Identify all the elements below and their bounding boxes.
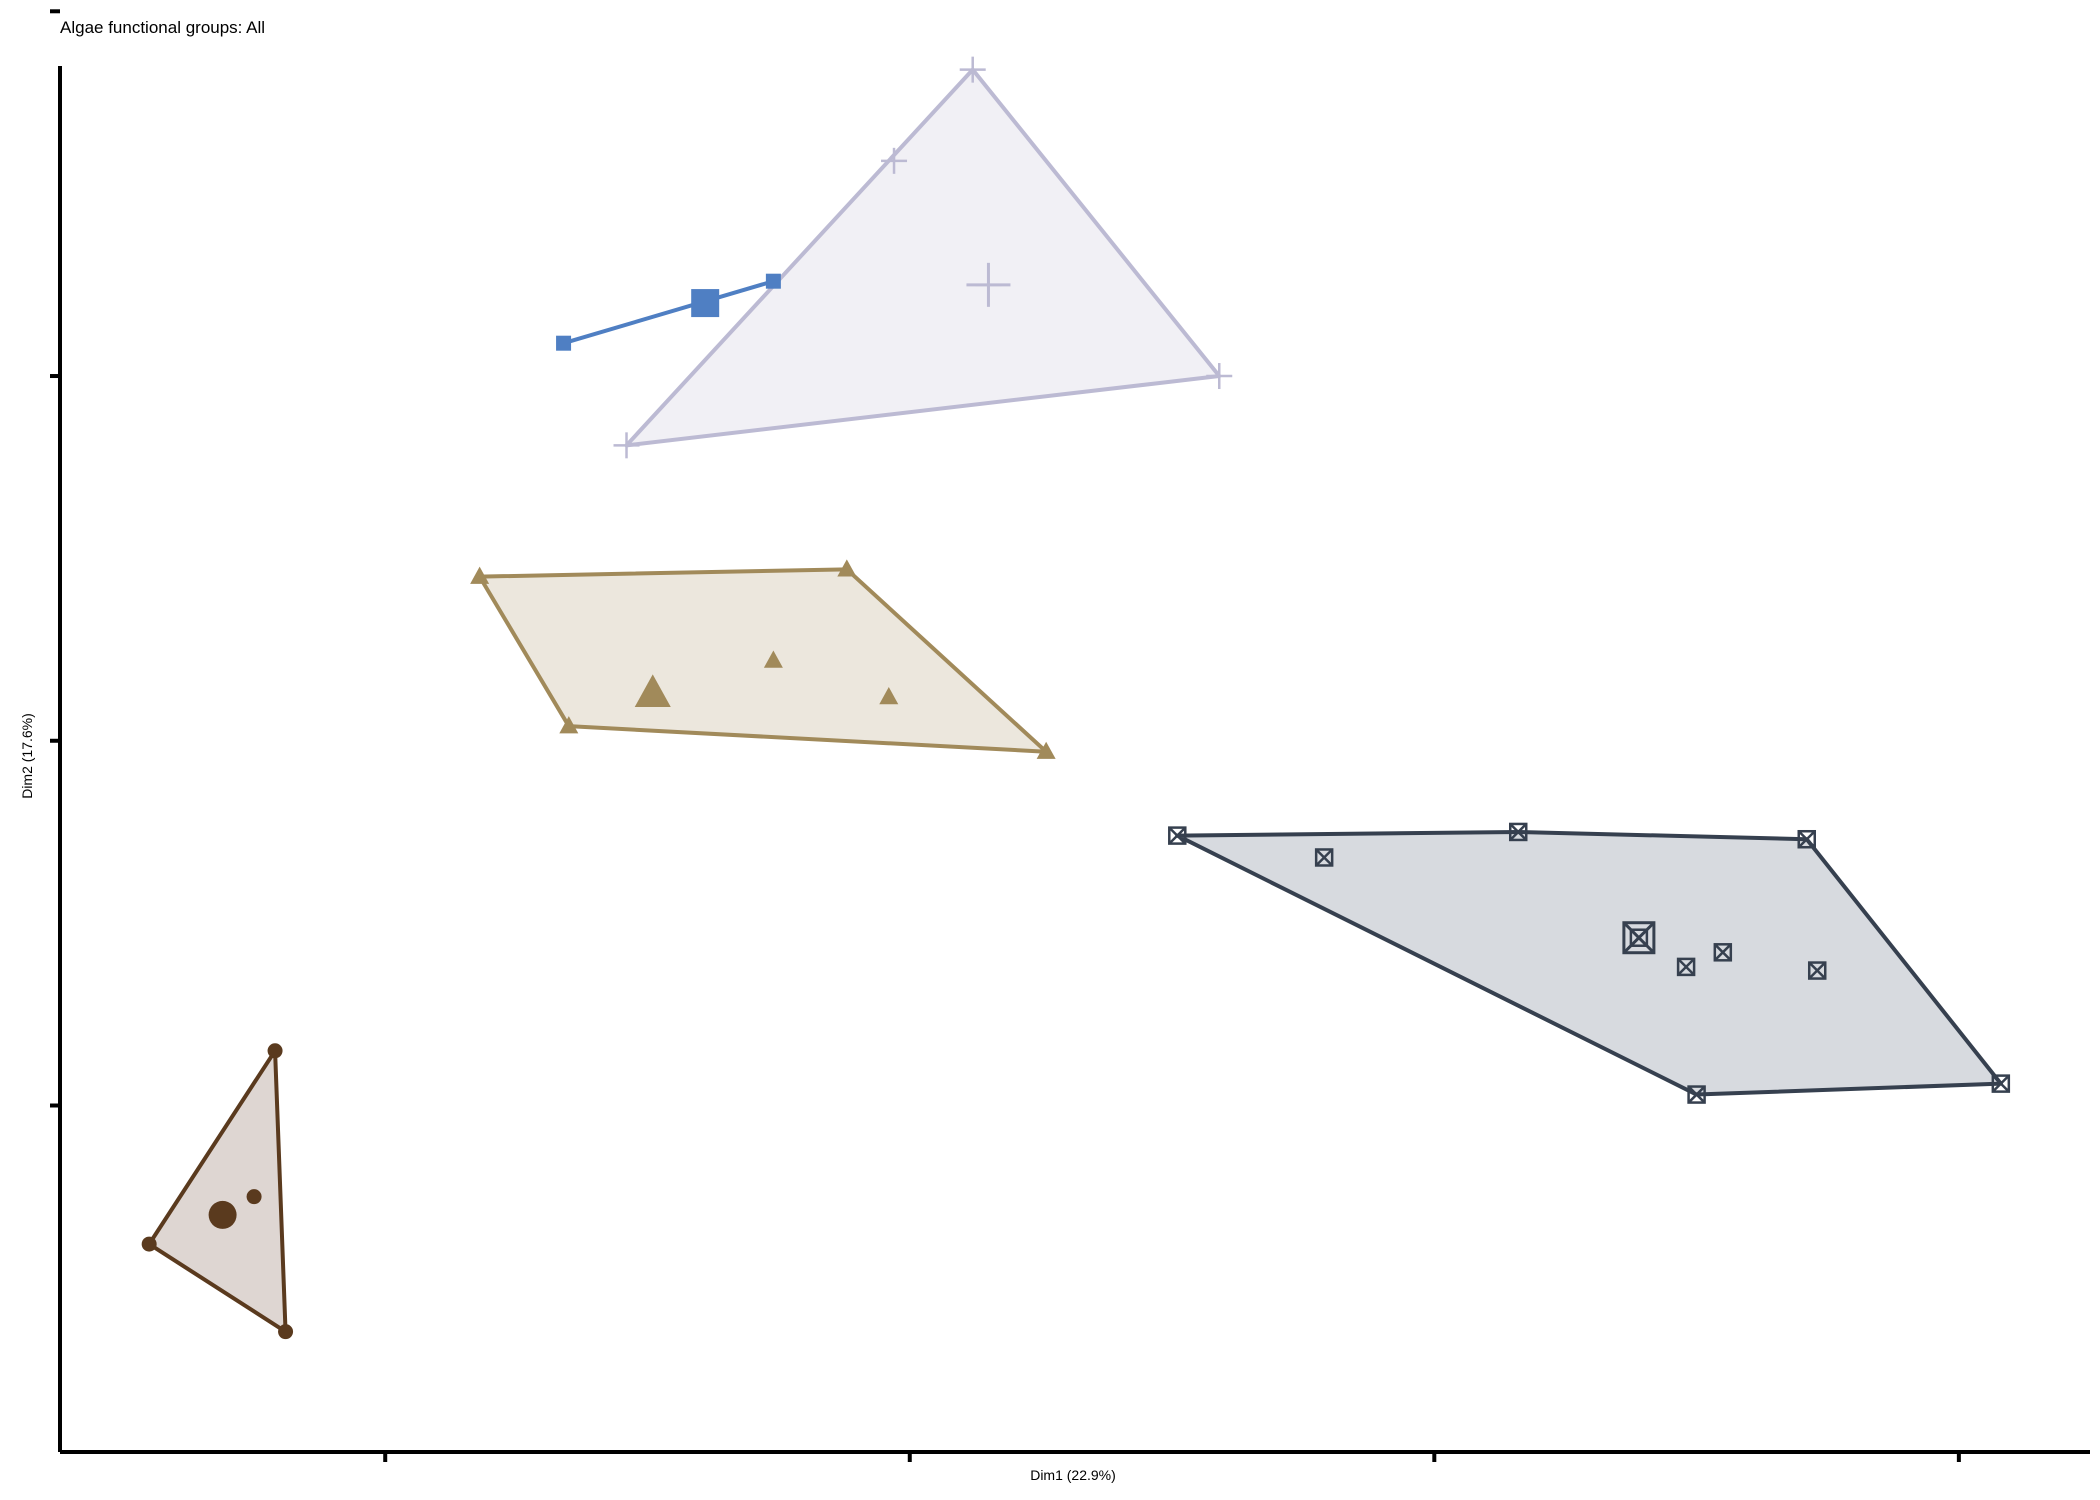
point-circle [246,1189,262,1205]
group-hull-circle [147,1048,288,1334]
square-x-box [1622,921,1656,955]
data-point [278,1324,294,1340]
square-x-box [1676,957,1696,977]
centroid-circle [208,1200,237,1229]
data-point [1991,1074,2011,1093]
square-x-box [1508,822,1528,842]
square-x-box [1713,943,1733,962]
data-point [765,273,781,289]
data-point [1036,741,1056,759]
square-x-diag [1808,961,1827,980]
data-point [959,56,986,83]
series-triangle [470,559,1056,759]
square-x-diag [1622,921,1655,954]
point-circle [267,1043,283,1059]
series-plus [613,56,1233,459]
square-x-diag [1315,848,1334,867]
point-square [556,335,572,351]
data-point [1797,829,1816,849]
square-x-diag [1509,823,1528,841]
x-axis-label: Dim1 (22.9%) [1030,1467,1116,1483]
point-triangle [879,686,899,705]
series-circle [141,1043,294,1340]
point-triangle [837,559,857,577]
centroid-triangle [634,674,671,708]
data-point [763,650,783,668]
square-x-diag [1168,826,1187,845]
point-triangle [763,650,783,668]
square-x-diag [1991,1074,2010,1093]
square-x-diag [1797,830,1816,849]
data-point [1314,848,1334,867]
series-square [556,273,781,351]
data-points [141,56,2011,1340]
data-point [1807,961,1827,980]
chart-title: Algae functional groups: All [60,18,266,37]
square-x-diag [1677,958,1695,976]
square-x-box [1991,1074,2011,1093]
data-point [1206,363,1233,390]
group-centroid-marker [691,289,720,318]
data-point [556,335,572,351]
group-centroid-marker [634,674,671,708]
group-hull-square-x [1175,829,2003,1097]
data-point [559,716,579,734]
square-x-box [1629,928,1649,947]
series-square-x [1168,822,2011,1104]
point-triangle [470,566,490,584]
square-x-box [1314,848,1334,867]
data-point [246,1189,262,1205]
point-triangle [1036,741,1056,759]
centroid-square [691,289,720,318]
y-axis-ticks [50,9,60,1108]
data-point [837,559,857,577]
data-point [1508,822,1528,842]
data-point [267,1043,283,1059]
data-point [1676,957,1696,977]
data-point [141,1236,157,1252]
point-triangle [559,716,579,734]
axes: Dim1 (22.9%) Dim2 (17.6%) [19,9,2090,1483]
square-x-box [1797,829,1816,849]
point-circle [141,1236,157,1252]
data-point [1687,1085,1706,1104]
square-x-box [1168,826,1187,845]
square-x-diag [1687,1085,1706,1104]
data-point [881,147,908,174]
group-hull-square [562,279,774,346]
group-centroid-marker [208,1200,237,1229]
square-x-box [1807,961,1827,980]
square-x-diag [1713,943,1732,962]
point-circle [278,1324,294,1340]
group-centroid-marker [1622,921,1656,955]
data-point [1713,943,1733,962]
square-x-box [1687,1085,1706,1104]
data-point [613,432,640,459]
x-axis-ticks [383,1452,1961,1462]
group-hull-plus [624,67,1222,448]
data-point [1168,826,1187,845]
point-square [765,273,781,289]
data-point [879,686,899,705]
group-hulls [147,67,2003,1334]
y-axis-label: Dim2 (17.6%) [19,713,35,799]
group-centroid-marker [966,262,1011,307]
data-point [470,566,490,584]
